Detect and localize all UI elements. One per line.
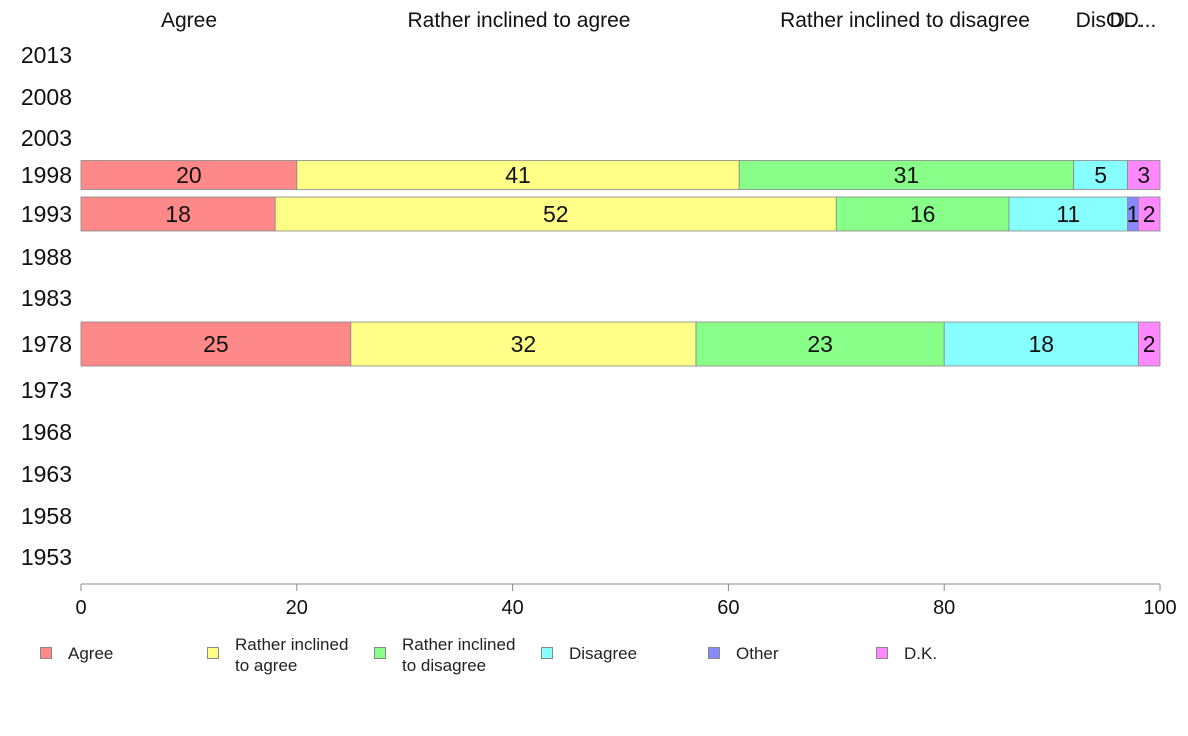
stacked-bar-chart: Agree Rather inclined to agree Rather incl… <box>21 9 1177 619</box>
data-label-1993-d-k: 2 <box>1143 201 1156 227</box>
data-label-1998-rather-inclined-to-disagree: 31 <box>894 162 920 188</box>
legend-swatch-rather-agree <box>207 647 219 659</box>
y-label-1988: 1988 <box>21 244 72 270</box>
x-tick-label-80: 80 <box>933 597 955 619</box>
legend-label-other: Other <box>736 644 779 663</box>
data-label-1998-agree: 20 <box>176 162 202 188</box>
y-label-2003: 2003 <box>21 125 72 151</box>
y-label-1963: 1963 <box>21 461 72 487</box>
bar-1993-agree <box>80 196 276 232</box>
bar-1978-d-k <box>1138 321 1161 367</box>
bar-1998-disagree <box>1073 160 1129 190</box>
bar-series: 20 41 31 5 318 52 16 11 1 225 32 23 18 2 <box>80 160 1161 367</box>
x-axis: 0 20 40 60 80 100 <box>75 583 1177 619</box>
data-label-1978-rather-inclined-to-agree: 32 <box>511 331 537 357</box>
bar-1998-agree <box>80 160 298 190</box>
x-tick-label-0: 0 <box>75 597 86 619</box>
bar-1998-rather-inclined-to-disagree <box>738 160 1075 190</box>
y-label-1998: 1998 <box>21 162 72 188</box>
legend-item-agree: Agree <box>40 634 113 664</box>
data-label-1978-disagree: 18 <box>1029 331 1055 357</box>
y-label-2008: 2008 <box>21 84 72 110</box>
data-label-1978-agree: 25 <box>203 331 229 357</box>
legend-label-disagree: Disagree <box>569 644 638 663</box>
top-label-6: D... <box>1124 9 1157 32</box>
legend-item-disagree: Disagree <box>541 634 637 664</box>
legend-item-other: Other <box>708 634 779 664</box>
top-label-4: DisO <box>1076 9 1123 32</box>
data-label-1993-agree: 18 <box>165 201 191 227</box>
legend-item-dk: D.K. <box>876 634 937 664</box>
legend-label-rather-disagree: Rather inclined to disagree <box>402 635 516 675</box>
top-label-1: Agree <box>161 9 217 32</box>
legend-item-rather-disagree: Rather inclined to disagree <box>374 634 515 676</box>
data-label-1978-rather-inclined-to-disagree: 23 <box>807 331 833 357</box>
y-label-1968: 1968 <box>21 419 72 445</box>
y-label-1993: 1993 <box>21 201 72 227</box>
data-label-1993-rather-inclined-to-agree: 52 <box>543 201 569 227</box>
data-label-1998-rather-inclined-to-agree: 41 <box>505 162 531 188</box>
bar-1993-rather-inclined-to-agree <box>274 196 837 232</box>
data-label-1993-rather-inclined-to-disagree: 16 <box>910 201 936 227</box>
legend-label-dk: D.K. <box>904 644 938 663</box>
y-label-1953: 1953 <box>21 544 72 570</box>
legend-swatch-disagree <box>541 647 553 659</box>
legend-label-rather-agree: Rather inclined to agree <box>235 635 349 675</box>
legend-swatch-dk <box>876 647 888 659</box>
data-label-1998-d-k: 3 <box>1137 162 1150 188</box>
top-label-3: Rather inclined to disagree <box>780 9 1030 32</box>
legend-swatch-agree <box>40 647 52 659</box>
y-label-1978: 1978 <box>21 331 72 357</box>
y-label-1983: 1983 <box>21 285 72 311</box>
data-label-1993-disagree: 11 <box>1056 201 1080 227</box>
bar-1993-disagree <box>1008 196 1129 232</box>
data-label-1993-other: 1 <box>1127 201 1140 227</box>
top-label-2: Rather inclined to agree <box>408 9 631 32</box>
x-tick-label-20: 20 <box>286 597 308 619</box>
legend-item-rather-agree: Rather inclined to agree <box>207 634 348 676</box>
legend-label-agree: Agree <box>68 644 114 663</box>
x-tick-label-60: 60 <box>717 597 739 619</box>
data-label-1998-disagree: 5 <box>1094 162 1107 188</box>
bar-1993-d-k <box>1138 196 1161 232</box>
x-tick-label-40: 40 <box>501 597 523 619</box>
bar-1978-disagree <box>943 321 1139 367</box>
legend: Agree Rather inclined to agree Rather in… <box>0 634 1188 694</box>
y-label-1958: 1958 <box>21 503 72 529</box>
legend-swatch-other <box>708 647 720 659</box>
y-label-1973: 1973 <box>21 377 72 403</box>
y-axis-labels: 2013 2008 2003 1998 1993 1988 1983 1978 1973 1968… <box>21 42 72 570</box>
column-header-labels: Agree Rather inclined to agree Rather incl… <box>161 9 1156 32</box>
bar-1993-rather-inclined-to-disagree <box>835 196 1010 232</box>
bar-1978-rather-inclined-to-disagree <box>695 321 945 367</box>
bar-1998-d-k <box>1127 160 1161 190</box>
bar-1978-rather-inclined-to-agree <box>350 321 697 367</box>
data-label-1978-d-k: 2 <box>1143 331 1156 357</box>
x-tick-label-100: 100 <box>1143 597 1176 619</box>
top-label-5: D... <box>1110 9 1143 32</box>
y-label-2013: 2013 <box>21 42 72 68</box>
legend-swatch-rather-disagree <box>374 647 386 659</box>
